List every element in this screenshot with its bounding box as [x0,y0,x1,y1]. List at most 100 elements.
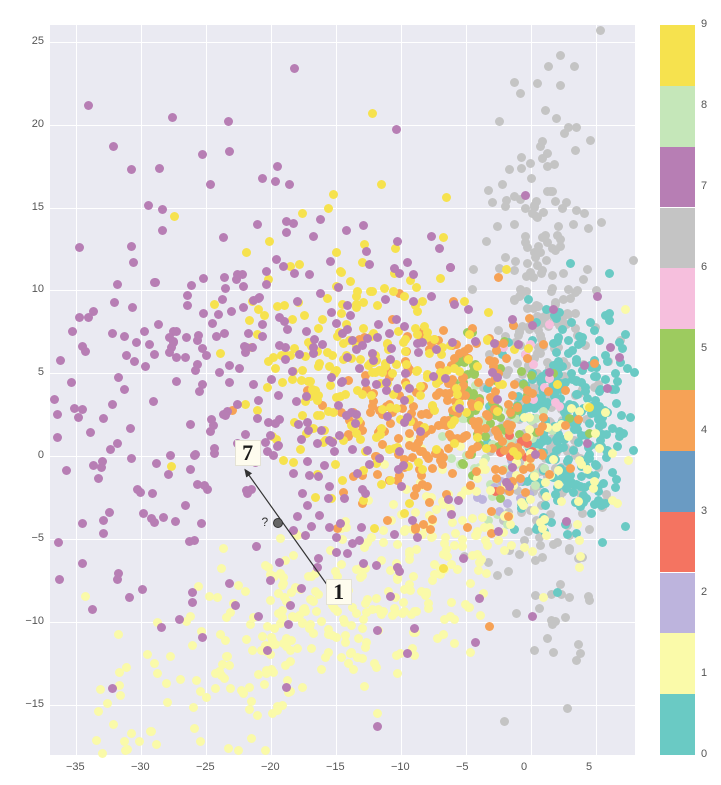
x-tick-label: −20 [261,761,280,773]
scatter-point [176,675,185,684]
scatter-point [412,441,421,450]
scatter-point [253,220,262,229]
scatter-point [263,383,272,392]
scatter-point [412,545,421,554]
scatter-point [494,536,503,545]
scatter-point [561,386,570,395]
scatter-point [474,566,483,575]
scatter-point [469,265,478,274]
scatter-point [569,220,578,229]
scatter-point [538,266,547,275]
scatter-point [409,297,418,306]
scatter-point [346,311,355,320]
scatter-point [363,446,372,455]
colorbar-segment [660,147,695,208]
scatter-point [120,332,129,341]
scatter-point [315,511,324,520]
scatter-point [448,469,457,478]
x-gridline [206,25,207,755]
scatter-point [241,400,250,409]
scatter-point [221,284,230,293]
scatter-point [409,402,418,411]
scatter-point [601,375,610,384]
scatter-point [535,604,544,613]
colorbar-segment [660,512,695,573]
scatter-point [244,329,253,338]
scatter-point [55,575,64,584]
scatter-point [527,174,536,183]
scatter-point [317,665,326,674]
scatter-point [279,573,288,582]
scatter-point [372,663,381,672]
scatter-point [472,467,481,476]
scatter-point [591,460,600,469]
scatter-point [618,344,627,353]
scatter-point [281,355,290,364]
scatter-point [573,390,582,399]
y-gridline [50,125,635,126]
scatter-point [339,339,348,348]
scatter-point [428,515,437,524]
scatter-point [450,615,459,624]
scatter-point [517,164,526,173]
scatter-point [432,345,441,354]
colorbar [660,25,695,755]
scatter-point [114,630,123,639]
y-gridline [50,42,635,43]
scatter-point [273,162,282,171]
scatter-point [528,612,537,621]
scatter-point [611,369,620,378]
scatter-point [303,501,312,510]
scatter-point [564,336,573,345]
scatter-point [275,415,284,424]
scatter-point [516,89,525,98]
scatter-point [571,146,580,155]
scatter-point [575,563,584,572]
scatter-point [94,474,103,483]
scatter-point [580,361,589,370]
scatter-point [608,449,617,458]
scatter-point [377,480,386,489]
scatter-point [545,368,554,377]
scatter-point [599,479,608,488]
scatter-point [549,540,558,549]
scatter-point [433,634,442,643]
scatter-point [298,683,307,692]
scatter-point [530,646,539,655]
scatter-point [368,287,377,296]
scatter-point [468,285,477,294]
scatter-point [413,366,422,375]
scatter-point [568,375,577,384]
scatter-point [550,160,559,169]
scatter-point [554,222,563,231]
scatter-point [363,538,372,547]
scatter-point [139,509,148,518]
scatter-point [606,343,615,352]
scatter-point [266,596,275,605]
scatter-point [410,607,419,616]
scatter-point [405,499,414,508]
scatter-point [590,359,599,368]
scatter-point [359,324,368,333]
scatter-point [484,308,493,317]
scatter-point [403,258,412,267]
scatter-point [327,373,336,382]
scatter-point [426,525,435,534]
scatter-point [586,136,595,145]
scatter-point [215,368,224,377]
scatter-point [242,635,251,644]
colorbar-tick-label: 4 [701,424,707,436]
scatter-point [485,356,494,365]
y-tick-label: 5 [38,366,44,378]
scatter-point [158,205,167,214]
scatter-point [358,624,367,633]
scatter-point [278,378,287,387]
colorbar-segment [660,208,695,269]
scatter-point [245,316,254,325]
scatter-point [159,513,168,522]
scatter-point [281,661,290,670]
scatter-point [523,259,532,268]
scatter-point [482,237,491,246]
scatter-point [521,191,530,200]
scatter-point [264,418,273,427]
